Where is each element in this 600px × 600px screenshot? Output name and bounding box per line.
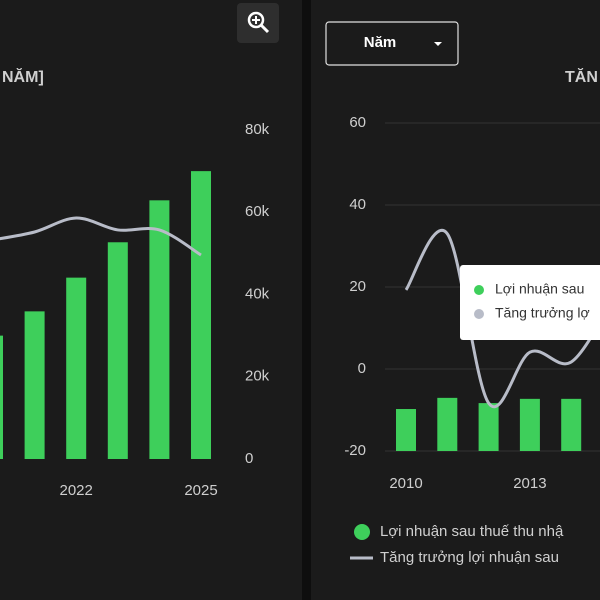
bar bbox=[149, 200, 170, 460]
right-chart: Năm TĂN -20 0 20 40 60 2010 2013 Lợi nhuận sau T… bbox=[325, 21, 600, 566]
y-tick-label: 20k bbox=[245, 368, 270, 385]
panel-title: TĂN bbox=[565, 67, 598, 86]
left-chart: NĂM] 0 20k 40k 60k 80k 2022 2025 bbox=[0, 3, 279, 499]
legend-label: Lợi nhuận sau thuế thu nhậ bbox=[380, 523, 564, 540]
bar bbox=[191, 171, 211, 459]
bar bbox=[107, 242, 128, 459]
zoom-icon bbox=[247, 11, 265, 29]
y-tick-label: 0 bbox=[358, 360, 366, 377]
bar bbox=[66, 277, 87, 459]
bar bbox=[519, 398, 540, 451]
bar bbox=[561, 398, 582, 451]
bar bbox=[478, 403, 499, 451]
tooltip bbox=[460, 265, 600, 340]
tooltip-item: Lợi nhuận sau bbox=[495, 281, 584, 297]
bar bbox=[437, 397, 458, 451]
x-tick-label: 2025 bbox=[184, 482, 217, 499]
line-series bbox=[0, 216, 202, 257]
y-tick-label: 60k bbox=[245, 203, 270, 220]
legend-label: Tăng trưởng lợi nhuận sau bbox=[380, 549, 559, 566]
zoom-button[interactable] bbox=[237, 3, 279, 43]
y-tick-label: 40k bbox=[245, 285, 270, 302]
bar bbox=[24, 311, 45, 459]
bar bbox=[396, 409, 416, 451]
legend-marker bbox=[354, 524, 370, 540]
y-tick-label: -20 bbox=[344, 442, 366, 459]
zoom-icon-handle bbox=[259, 23, 270, 34]
bar bbox=[0, 335, 3, 459]
panel-title: NĂM] bbox=[2, 67, 44, 86]
x-tick-label: 2013 bbox=[513, 475, 546, 492]
y-tick-label: 40 bbox=[349, 196, 366, 213]
y-tick-label: 60 bbox=[349, 114, 366, 131]
x-tick-label: 2010 bbox=[389, 475, 422, 492]
y-tick-label: 20 bbox=[349, 278, 366, 295]
dropdown[interactable] bbox=[325, 21, 459, 66]
dropdown-label: Năm bbox=[364, 34, 397, 51]
dropdown-caret bbox=[434, 42, 442, 46]
tooltip-item: Tăng trưởng lợ bbox=[495, 305, 590, 321]
tooltip-dot bbox=[474, 309, 484, 319]
tooltip-dot bbox=[474, 285, 484, 295]
x-tick-label: 2022 bbox=[60, 482, 93, 499]
y-tick-label: 80k bbox=[245, 121, 270, 138]
line-series bbox=[404, 229, 600, 408]
y-tick-label: 0 bbox=[245, 450, 253, 467]
